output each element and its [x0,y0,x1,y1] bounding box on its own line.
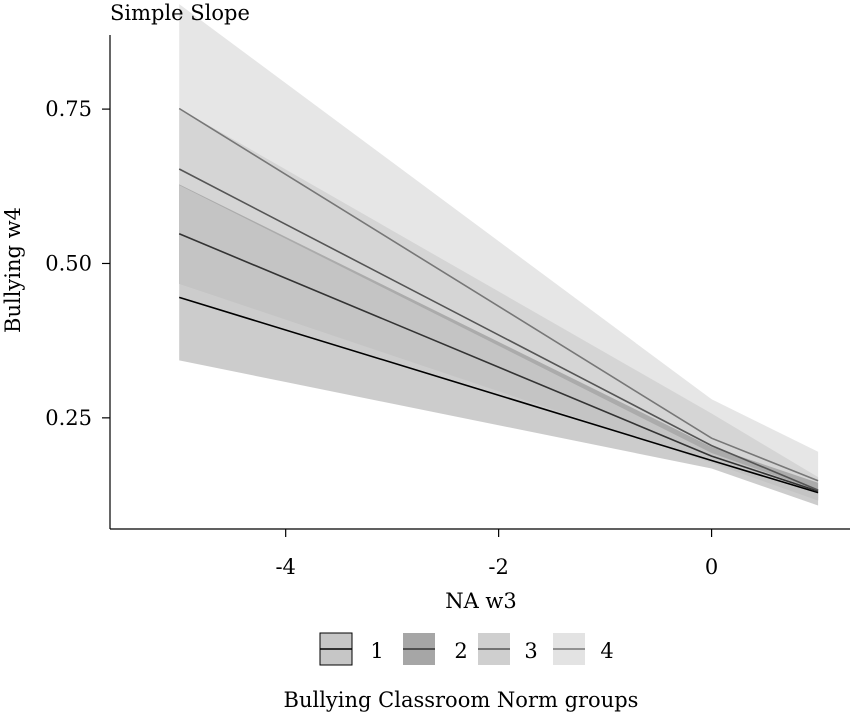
series-lines [178,107,819,494]
y-ticks: 0.25 0.50 0.75 [45,97,110,430]
legend-item-2: 2 [403,633,468,665]
legend: 1 2 3 4 [319,632,614,666]
y-tick-label: 0.50 [45,251,92,275]
x-ticks: -4 -2 0 [275,529,718,579]
line-group-3 [178,168,819,491]
axes [109,35,850,530]
y-tick-label: 0.75 [45,97,92,121]
band-group-3 [179,108,819,500]
legend-label-3: 3 [524,639,537,663]
confidence-bands [179,4,819,506]
y-tick-label: 0.25 [45,406,92,430]
legend-label-2: 2 [454,639,467,663]
line-group-2 [178,233,819,493]
chart-title: Simple Slope [110,1,250,25]
x-tick-label: -2 [488,555,508,579]
band-group-4 [179,4,819,499]
legend-title: Bullying Classroom Norm groups [284,688,639,712]
x-tick-label: -4 [275,555,295,579]
x-tick-label: 0 [705,555,718,579]
line-group-1 [178,296,819,494]
legend-item-4: 4 [553,633,614,665]
y-axis-label: Bullying w4 [1,207,25,333]
legend-item-3: 3 [478,633,538,665]
legend-item-1: 1 [319,632,384,666]
line-group-4 [178,107,819,482]
legend-label-4: 4 [600,639,613,663]
legend-label-1: 1 [370,639,383,663]
x-axis-label: NA w3 [445,589,517,613]
band-group-2 [179,184,819,501]
